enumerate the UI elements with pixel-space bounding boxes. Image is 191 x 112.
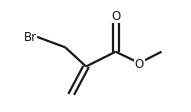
Text: Br: Br [24,31,37,44]
Text: O: O [135,57,144,70]
Text: O: O [111,10,120,23]
